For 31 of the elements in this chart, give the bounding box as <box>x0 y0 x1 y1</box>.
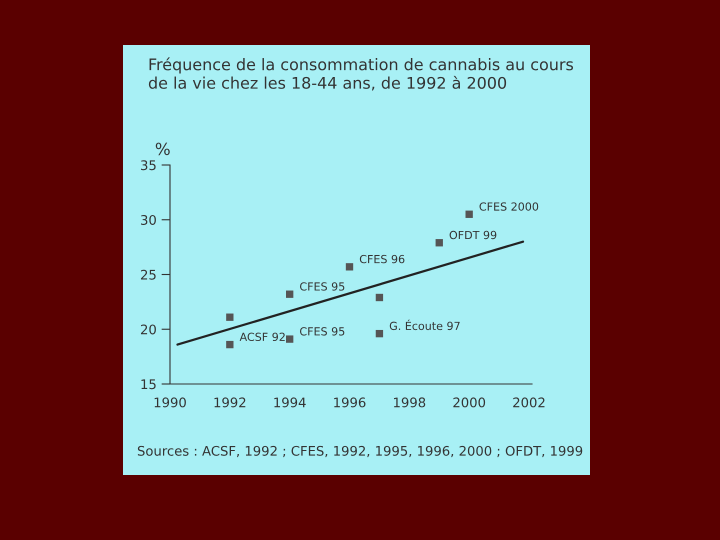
point <box>286 335 294 343</box>
point <box>466 210 473 218</box>
x-tick-label: 1994 <box>274 397 306 408</box>
x-tick-label: 1998 <box>394 397 426 408</box>
point <box>226 340 234 348</box>
x-tick-label: 1990 <box>154 397 186 408</box>
point <box>436 239 443 246</box>
annotation: ACSF 92 <box>240 332 285 342</box>
point <box>376 330 384 338</box>
point <box>346 263 354 271</box>
annotation: G. Écoute 97 <box>390 320 460 330</box>
y-tick-label: 25 <box>140 270 156 280</box>
y-tick-label: 30 <box>141 214 156 225</box>
annotation: CFES 2000 <box>480 202 538 211</box>
point <box>286 290 294 298</box>
y-tick-label: 20 <box>140 324 156 334</box>
chart-title: Fréquence de la consommation de cannabis au cours de la vie chez les 18-44 ans, de 1992 à 2000 <box>148 57 574 91</box>
point <box>226 314 234 321</box>
annotation: CFES 96 <box>360 254 404 264</box>
x-tick-label: 2002 <box>513 397 544 408</box>
annotation: CFES 95 <box>300 327 344 336</box>
y-tick-label: 15 <box>141 379 156 390</box>
x-tick-label: 1992 <box>214 397 246 408</box>
y-axis-title: % <box>156 142 170 156</box>
x-tick-label: 1996 <box>334 397 366 408</box>
annotation: CFES 95 <box>300 282 344 291</box>
annotation: OFDT 99 <box>450 230 496 240</box>
point <box>376 294 384 302</box>
y-tick-label: 35 <box>141 160 156 170</box>
source-note: Sources : ACSF, 1992 ; CFES, 1992, 1995, 1996, 2000 ; OFDT, 1999 <box>138 446 582 458</box>
x-tick-label: 2000 <box>453 397 486 408</box>
